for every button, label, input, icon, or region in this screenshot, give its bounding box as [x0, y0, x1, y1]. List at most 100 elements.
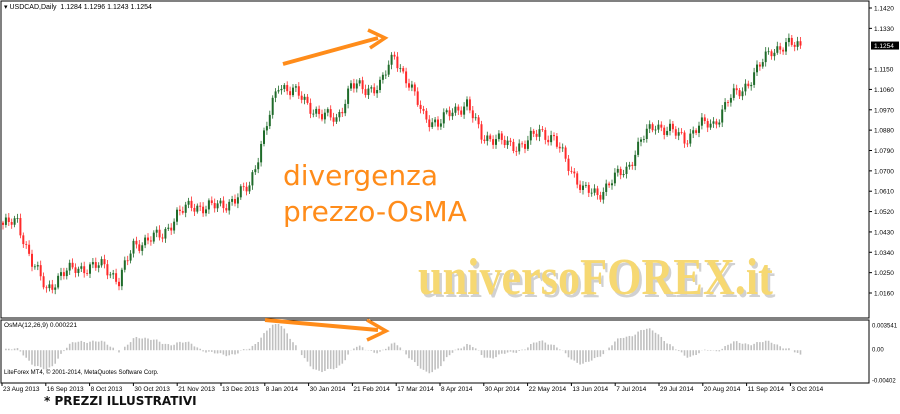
- arrow-head: [367, 28, 389, 50]
- candle: [611, 179, 613, 190]
- candle: [173, 218, 176, 234]
- candle: [463, 102, 466, 119]
- x-tick-label: 22 May 2014: [529, 386, 567, 393]
- x-tick-label: 8 Jan 2014: [266, 386, 299, 393]
- candle: [544, 127, 547, 145]
- candle: [782, 47, 785, 55]
- candle: [663, 125, 666, 140]
- candle: [776, 41, 779, 55]
- candle: [83, 261, 86, 278]
- candle: [268, 110, 271, 130]
- candle: [393, 51, 396, 60]
- x-tick-label: 29 Jul 2014: [660, 386, 694, 393]
- candle: [700, 112, 703, 130]
- candle: [692, 126, 695, 139]
- candle: [541, 126, 544, 132]
- watermark-logo: universoFOREX.it: [418, 249, 773, 306]
- candle: [625, 162, 628, 179]
- candle: [164, 227, 167, 243]
- candle: [495, 134, 497, 149]
- candle: [19, 213, 22, 239]
- candle: [677, 127, 680, 141]
- candle: [584, 181, 587, 188]
- candle: [715, 118, 718, 129]
- candle: [265, 121, 268, 135]
- candle: [474, 113, 477, 121]
- footer-note: * PREZZI ILLUSTRATIVI: [44, 394, 197, 408]
- candle: [4, 213, 7, 228]
- candle: [228, 199, 231, 215]
- osma-trend-arrow: [264, 318, 379, 332]
- candle: [587, 182, 590, 198]
- candle: [555, 132, 558, 149]
- candle: [500, 130, 503, 145]
- annotation-line-1: divergenza: [283, 159, 438, 192]
- candle: [532, 128, 535, 138]
- candle: [471, 105, 474, 123]
- arrow-head: [366, 318, 390, 342]
- chart-header: ▾ USDCAD,Daily 1.1284 1.1296 1.1243 1.12…: [4, 4, 152, 11]
- candle: [654, 125, 657, 135]
- candle: [547, 135, 550, 146]
- candle: [300, 91, 303, 104]
- candle: [402, 66, 405, 74]
- x-tick-label: 13 Dec 2013: [222, 386, 259, 393]
- candle: [712, 117, 715, 128]
- candle: [97, 262, 100, 273]
- candle: [178, 205, 181, 216]
- candle: [65, 267, 68, 280]
- candle: [271, 95, 274, 119]
- candle: [54, 284, 57, 295]
- candle: [22, 232, 25, 248]
- candle: [538, 124, 541, 142]
- candle: [2, 220, 4, 230]
- candle: [390, 52, 393, 70]
- candle: [39, 260, 42, 281]
- candle: [518, 139, 521, 155]
- candle: [602, 187, 605, 204]
- candle: [787, 33, 790, 47]
- candle: [219, 198, 222, 207]
- candle: [176, 207, 178, 226]
- candle: [376, 85, 379, 98]
- candle: [437, 116, 439, 131]
- candle: [413, 82, 416, 96]
- candle: [445, 108, 448, 115]
- candle: [428, 115, 431, 132]
- candle: [120, 267, 123, 291]
- candle: [248, 181, 251, 194]
- candle: [738, 87, 741, 99]
- y-tick-label: 1.0610: [874, 189, 894, 196]
- candle: [239, 184, 242, 200]
- candle: [115, 268, 118, 285]
- candle: [561, 143, 564, 152]
- candle: [106, 259, 109, 280]
- candle: [753, 67, 756, 88]
- candle: [727, 100, 729, 107]
- candle: [74, 263, 77, 278]
- candle: [732, 83, 735, 101]
- candle: [338, 109, 341, 122]
- candle: [161, 233, 164, 243]
- y-tick-label: 1.1060: [874, 87, 894, 94]
- candle: [454, 103, 457, 116]
- candle: [292, 84, 294, 98]
- osma-axis-label: 0.003541: [872, 324, 898, 330]
- y-tick-label: 1.0340: [874, 250, 894, 257]
- candle: [263, 127, 265, 147]
- candle: [329, 105, 332, 121]
- candle: [205, 205, 207, 217]
- main-panel: [0, 0, 870, 319]
- candle: [231, 195, 234, 206]
- candle: [323, 108, 326, 124]
- candle: [347, 85, 350, 109]
- candle: [91, 258, 94, 269]
- candle: [651, 122, 654, 133]
- candle: [729, 94, 732, 107]
- candle: [294, 83, 297, 93]
- candle: [350, 80, 352, 91]
- candle: [410, 80, 413, 92]
- candle: [315, 106, 318, 117]
